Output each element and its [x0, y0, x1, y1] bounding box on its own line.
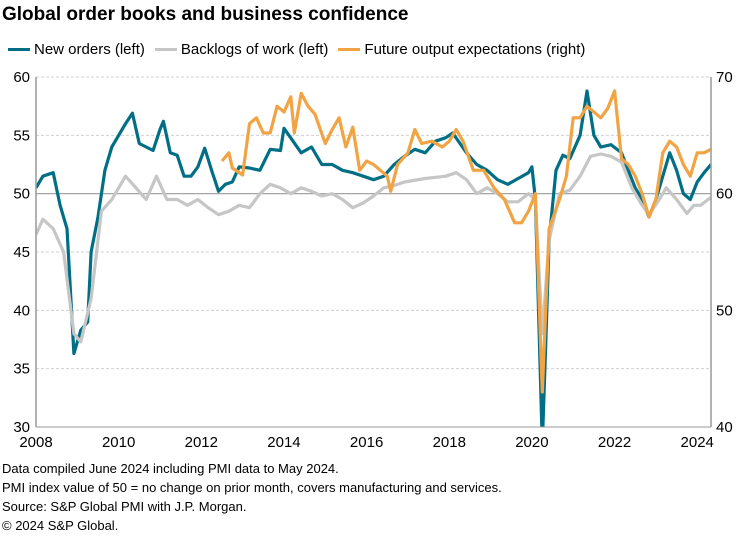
note-compiled: Data compiled June 2024 including PMI da… [2, 461, 339, 476]
x-tick-label: 2022 [598, 434, 631, 451]
legend-swatch [154, 48, 177, 51]
legend-label: Future output expectations (right) [364, 41, 586, 58]
x-tick-label: 2008 [19, 434, 52, 451]
x-tick-label: 2020 [515, 434, 548, 451]
x-tick-label: 2018 [433, 434, 466, 451]
x-tick-label: 2024 [681, 434, 714, 451]
y-left-tick-label: 60 [13, 69, 30, 86]
legend-item-future-output: Future output expectations (right) [338, 41, 585, 58]
y-right-tick-label: 60 [716, 186, 733, 203]
x-tick-label: 2012 [185, 434, 218, 451]
y-right-tick-label: 50 [716, 302, 733, 319]
note-pmi: PMI index value of 50 = no change on pri… [2, 480, 502, 495]
legend-item-backlogs: Backlogs of work (left) [154, 41, 329, 58]
series-line-new-orders [36, 89, 711, 427]
y-left-tick-label: 55 [13, 127, 30, 144]
series-line-backlogs [36, 152, 711, 344]
y-left-tick-label: 50 [13, 186, 30, 203]
y-left-tick-label: 30 [13, 419, 30, 436]
legend: New orders (left) Backlogs of work (left… [8, 41, 585, 58]
y-left-tick-label: 40 [13, 302, 30, 319]
series-line-future-output [220, 89, 711, 394]
y-right-tick-label: 70 [716, 69, 733, 86]
note-source: Source: S&P Global PMI with J.P. Morgan. [2, 499, 247, 514]
y-right-tick-label: 40 [716, 419, 733, 436]
y-left-tick-label: 35 [13, 361, 30, 378]
x-tick-label: 2010 [102, 434, 135, 451]
legend-label: New orders (left) [34, 41, 145, 58]
chart-area: 30 35 40 45 50 55 60 40 50 60 70 2008 2010 2012 2014 20… [13, 69, 733, 451]
chart-title: Global order books and business confiden… [2, 4, 409, 25]
legend-swatch [8, 48, 30, 51]
footnotes: Data compiled June 2024 including PMI da… [2, 459, 502, 535]
legend-item-new-orders: New orders (left) [8, 41, 145, 58]
legend-swatch [338, 48, 361, 51]
x-tick-label: 2014 [267, 434, 300, 451]
x-tick-label: 2016 [350, 434, 383, 451]
y-left-tick-label: 45 [13, 244, 30, 261]
note-copyright: © 2024 S&P Global. [2, 518, 119, 533]
legend-label: Backlogs of work (left) [180, 41, 329, 58]
